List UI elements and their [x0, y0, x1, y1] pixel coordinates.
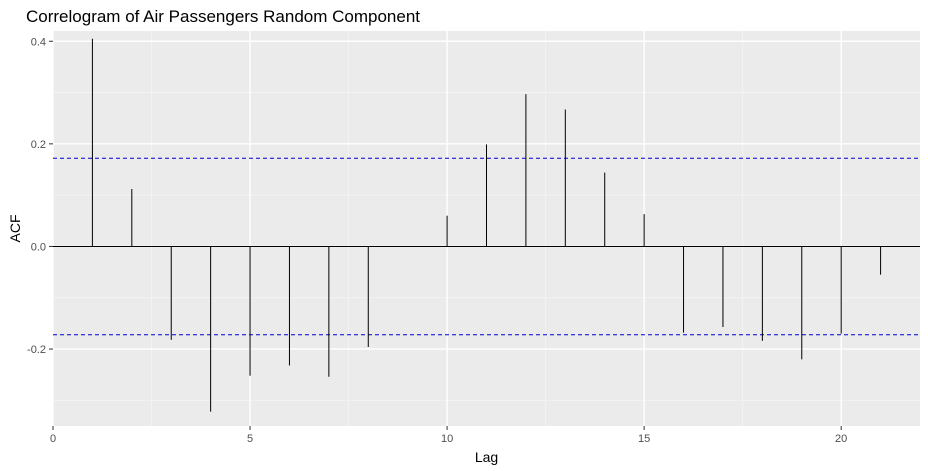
x-tick-label: 10 — [441, 433, 453, 445]
x-tick-label: 5 — [247, 433, 253, 445]
x-axis-ticks: 0 5 10 15 20 — [50, 426, 847, 445]
x-axis-title: Lag — [475, 449, 498, 465]
x-tick-label: 15 — [638, 433, 650, 445]
y-axis-ticks: -0.2 0.0 0.2 0.4 — [27, 36, 53, 356]
y-tick-label: 0.4 — [31, 36, 46, 48]
acf-bars — [91, 38, 882, 412]
x-tick-label: 0 — [50, 433, 56, 445]
y-tick-label: 0.2 — [31, 139, 46, 151]
chart-title: Correlogram of Air Passengers Random Com… — [26, 7, 420, 26]
y-axis-title: ACF — [7, 215, 23, 243]
y-tick-label: -0.2 — [27, 344, 46, 356]
minor-gridlines — [53, 31, 920, 426]
confidence-bounds — [53, 157, 920, 336]
y-tick-label: 0.0 — [31, 241, 46, 253]
x-tick-label: 20 — [835, 433, 847, 445]
